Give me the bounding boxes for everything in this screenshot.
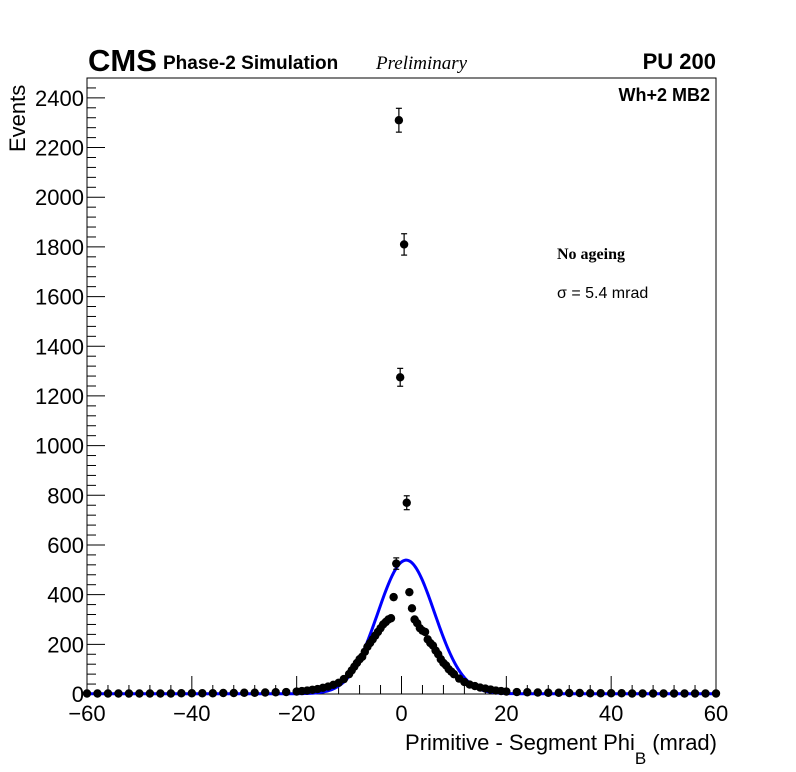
data-point xyxy=(669,689,679,698)
x-axis-title: Primitive - Segment PhiB (mrad) xyxy=(405,730,717,768)
data-point xyxy=(586,689,595,698)
data-point xyxy=(627,689,637,698)
y-tick-label: 1600 xyxy=(35,285,84,310)
cms-label: CMS xyxy=(88,43,157,78)
y-tick-label: 400 xyxy=(47,583,84,608)
data-point xyxy=(166,689,176,698)
data-point xyxy=(156,689,165,698)
data-point xyxy=(690,689,700,698)
data-point xyxy=(229,688,238,698)
data-point xyxy=(261,688,270,697)
data-point xyxy=(659,689,668,698)
x-axis: −60 −40 −20 0 20 40 60 xyxy=(68,676,728,726)
data-point xyxy=(575,688,584,698)
data-point xyxy=(281,687,291,697)
data-point xyxy=(135,689,144,698)
y-tick-label: 800 xyxy=(47,483,84,508)
x-axis-title-subscript: B xyxy=(635,749,646,768)
data-point xyxy=(198,689,207,698)
pileup-label: PU 200 xyxy=(643,49,716,74)
data-point xyxy=(420,627,430,637)
data-point xyxy=(82,689,92,698)
data-point xyxy=(394,116,404,125)
y-tick-label: 1800 xyxy=(35,235,84,260)
y-tick-label: 200 xyxy=(47,632,84,657)
data-point xyxy=(617,689,626,698)
data-point xyxy=(399,240,409,249)
region-label: Wh+2 MB2 xyxy=(618,85,710,105)
data-point xyxy=(271,688,280,697)
x-tick-label: 0 xyxy=(395,701,407,726)
y-tick-label: 0 xyxy=(72,682,84,707)
x-tick-label: 40 xyxy=(599,701,623,726)
data-point xyxy=(407,604,417,613)
y-tick-label: 1000 xyxy=(35,434,84,459)
data-point xyxy=(523,688,532,697)
x-tick-label: −40 xyxy=(173,701,210,726)
x-tick-label: 20 xyxy=(494,701,518,726)
data-points-layer xyxy=(82,107,721,698)
data-point xyxy=(512,687,522,697)
y-tick-label: 600 xyxy=(47,533,84,558)
data-point xyxy=(386,614,396,623)
data-point xyxy=(638,689,647,698)
data-point xyxy=(392,559,401,568)
x-tick-label: 60 xyxy=(704,701,728,726)
preliminary-label: Preliminary xyxy=(375,53,468,74)
data-point xyxy=(680,689,689,698)
y-tick-label: 1400 xyxy=(35,334,84,359)
fit-curve-layer xyxy=(87,558,716,696)
data-point xyxy=(339,674,349,684)
data-point xyxy=(502,687,511,696)
data-point xyxy=(565,688,574,698)
data-point xyxy=(177,689,186,698)
y-tick-label: 2200 xyxy=(35,136,84,161)
data-point xyxy=(711,689,721,698)
y-axis: 0 200 400 600 800 1000 1200 1400 1600 1800 2000 220… xyxy=(35,77,105,707)
y-tick-label: 2400 xyxy=(35,86,84,111)
data-point xyxy=(93,689,102,698)
sigma-label: σ = 5.4 mrad xyxy=(557,285,648,302)
data-point xyxy=(208,689,217,698)
data-point xyxy=(544,688,553,697)
data-point xyxy=(402,498,411,507)
data-point xyxy=(701,689,710,698)
data-point xyxy=(145,689,155,698)
gaussian-fit-curve xyxy=(87,558,716,696)
data-point xyxy=(533,688,542,697)
simulation-label: Phase-2 Simulation xyxy=(163,53,338,74)
x-tick-label: −20 xyxy=(278,701,315,726)
data-point xyxy=(187,689,197,698)
data-point xyxy=(554,688,563,697)
y-tick-label: 1200 xyxy=(35,384,84,409)
ageing-label: No ageing xyxy=(557,246,625,263)
y-axis-title: Events xyxy=(5,85,30,152)
data-point xyxy=(606,689,616,698)
data-point xyxy=(219,688,228,698)
data-point xyxy=(405,587,414,597)
y-tick-label: 2000 xyxy=(35,185,84,210)
x-axis-title-unit: (mrad) xyxy=(652,730,717,755)
data-point xyxy=(389,592,398,602)
data-point xyxy=(124,689,134,698)
data-point xyxy=(648,689,658,698)
data-point xyxy=(250,688,259,697)
data-point xyxy=(103,689,113,698)
x-axis-title-main: Primitive - Segment Phi xyxy=(405,730,635,755)
x-tick-label: −60 xyxy=(68,701,105,726)
data-point xyxy=(596,689,605,698)
data-point xyxy=(240,688,249,697)
data-point xyxy=(395,373,405,382)
data-point xyxy=(114,689,123,698)
